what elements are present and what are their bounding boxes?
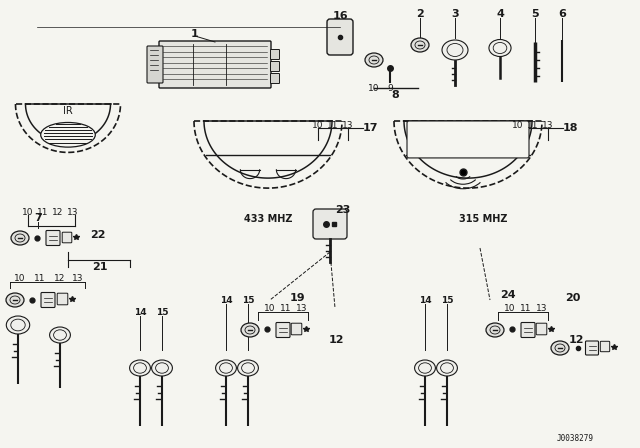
Text: 8: 8 [391,90,399,100]
Ellipse shape [6,293,24,307]
Ellipse shape [152,360,172,376]
Ellipse shape [50,327,70,343]
Ellipse shape [486,323,504,337]
Ellipse shape [237,360,259,376]
Text: 9: 9 [387,83,393,92]
Text: 11: 11 [37,207,49,216]
Text: 15: 15 [156,307,168,316]
Text: 2: 2 [416,9,424,19]
FancyBboxPatch shape [62,232,72,243]
Text: 13: 13 [342,121,354,129]
Text: 14: 14 [419,296,431,305]
Ellipse shape [11,231,29,245]
Text: 13: 13 [67,207,79,216]
FancyBboxPatch shape [536,323,547,335]
Text: 3: 3 [451,9,459,19]
FancyBboxPatch shape [41,293,55,307]
Text: J0038279: J0038279 [557,434,593,443]
Ellipse shape [241,323,259,337]
Ellipse shape [489,39,511,56]
Text: 10: 10 [264,303,276,313]
Text: 10: 10 [504,303,516,313]
Text: 1: 1 [191,29,199,39]
Text: 12: 12 [568,335,584,345]
Text: 14: 14 [134,307,147,316]
Ellipse shape [365,53,383,67]
FancyBboxPatch shape [271,49,280,60]
Text: 6: 6 [558,9,566,19]
FancyBboxPatch shape [313,209,347,239]
Ellipse shape [411,38,429,52]
Text: 11: 11 [520,303,532,313]
Text: 19: 19 [290,293,306,303]
Text: 433 MHZ: 433 MHZ [244,214,292,224]
Text: 5: 5 [531,9,539,19]
Ellipse shape [551,341,569,355]
Text: 10: 10 [14,273,26,283]
FancyBboxPatch shape [407,121,529,158]
Text: 10: 10 [368,83,380,92]
Text: 12: 12 [328,335,344,345]
Text: 16: 16 [332,11,348,21]
Text: 10: 10 [22,207,34,216]
FancyBboxPatch shape [159,41,271,88]
Text: 10: 10 [512,121,524,129]
FancyBboxPatch shape [271,73,280,83]
Ellipse shape [6,316,29,334]
FancyBboxPatch shape [271,61,280,72]
Text: 23: 23 [335,205,350,215]
Text: 11: 11 [35,273,45,283]
Text: 15: 15 [242,296,254,305]
FancyBboxPatch shape [586,341,598,355]
FancyBboxPatch shape [57,293,68,305]
Text: 14: 14 [220,296,232,305]
Text: 7: 7 [34,213,42,223]
Text: 11: 11 [327,121,339,129]
Ellipse shape [442,40,468,60]
Text: 18: 18 [563,123,579,133]
Text: 20: 20 [565,293,580,303]
FancyBboxPatch shape [147,46,163,83]
FancyBboxPatch shape [276,323,290,337]
Text: 22: 22 [90,230,106,240]
Ellipse shape [436,360,458,376]
Text: 315 MHZ: 315 MHZ [459,214,508,224]
FancyBboxPatch shape [600,341,610,352]
Text: 13: 13 [542,121,554,129]
Text: 13: 13 [296,303,308,313]
Text: 24: 24 [500,290,516,300]
Text: 17: 17 [363,123,378,133]
Ellipse shape [216,360,236,376]
Text: 4: 4 [496,9,504,19]
Text: 15: 15 [441,296,453,305]
Text: IR: IR [63,106,73,116]
Ellipse shape [415,360,435,376]
Ellipse shape [41,122,95,147]
Ellipse shape [129,360,150,376]
Text: 10: 10 [312,121,324,129]
Text: 12: 12 [52,207,64,216]
FancyBboxPatch shape [327,19,353,55]
Text: 13: 13 [536,303,548,313]
Text: 13: 13 [72,273,84,283]
FancyBboxPatch shape [46,231,60,246]
FancyBboxPatch shape [291,323,302,335]
Text: 21: 21 [92,262,108,272]
FancyBboxPatch shape [521,323,535,337]
Text: 12: 12 [54,273,66,283]
Text: 11: 11 [527,121,539,129]
Text: 11: 11 [280,303,292,313]
